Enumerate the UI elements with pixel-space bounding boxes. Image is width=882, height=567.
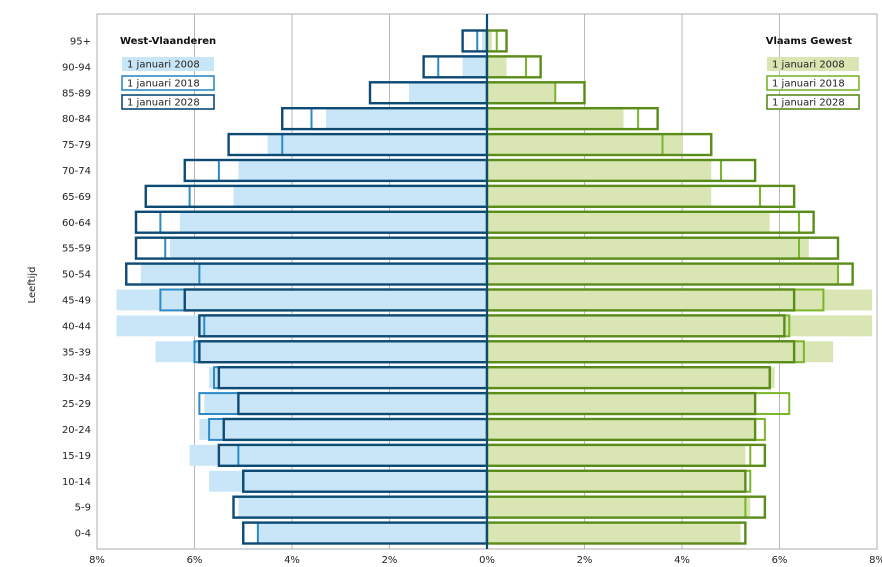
bar-fill: [179, 211, 487, 233]
legend-entry: 1 januari 2018: [127, 79, 200, 90]
bar-fill: [487, 419, 756, 440]
bar-fill: [487, 522, 741, 544]
y-axis-title: Leeftijd: [27, 267, 38, 304]
bar-fill: [209, 470, 487, 492]
bar-fill: [487, 56, 507, 78]
bar-fill: [238, 496, 487, 518]
axes: 8% 6% 4% 2% 0% 2% 4% 6% 8% 0-4 5-9 10-14 15-19 20-24 2…: [62, 14, 882, 566]
bar-fill: [487, 211, 770, 233]
bar-fill: [462, 56, 487, 78]
bar-fill: [238, 160, 487, 181]
bar-fill: [189, 444, 487, 466]
bar-fill: [487, 160, 712, 181]
y-tick-label: 55-59: [62, 244, 91, 255]
y-tick-label: 40-44: [62, 321, 91, 332]
legend-entry: 1 januari 2028: [127, 98, 200, 109]
bar-fill: [204, 393, 487, 414]
bar-fill: [487, 108, 624, 130]
bar-fill: [233, 185, 487, 207]
y-tick-label: 45-49: [62, 295, 91, 306]
bar-fill: [487, 289, 873, 311]
bar-fill: [487, 393, 756, 414]
bar-fill: [487, 134, 682, 155]
x-tick-label: 6%: [187, 555, 203, 566]
bar-fill: [199, 419, 487, 440]
bar-fill: [487, 367, 775, 389]
y-tick-label: 20-24: [62, 425, 91, 436]
bar-fill: [155, 341, 487, 363]
y-tick-label: 70-74: [62, 166, 91, 177]
legend-entry: 1 januari 2028: [772, 98, 845, 109]
legend-swatch: [122, 57, 214, 71]
y-tick-label: 25-29: [62, 399, 91, 410]
x-tick-label: 2%: [577, 555, 593, 566]
y-tick-label: 30-34: [62, 373, 91, 384]
legend-entry: 1 januari 2018: [772, 79, 845, 90]
bar-fill: [487, 496, 751, 518]
x-tick-label: 8%: [89, 555, 105, 566]
bar-fill: [487, 82, 556, 104]
legend-entry: 1 januari 2008: [772, 60, 845, 71]
legend-swatch: [766, 75, 860, 91]
x-tick-label: 4%: [674, 555, 690, 566]
y-tick-label: 80-84: [62, 114, 91, 125]
y-tick-label: 10-14: [62, 477, 91, 488]
bar-fill: [487, 237, 809, 259]
bar-fill: [487, 263, 838, 285]
bar-fill: [487, 315, 873, 337]
legend-title: West-Vlaanderen: [120, 36, 216, 47]
legend-entry: 1 januari 2008: [127, 60, 200, 71]
y-tick-label: 85-89: [62, 88, 91, 99]
bar-fill: [487, 341, 834, 363]
legend-title: Vlaams Gewest: [766, 36, 852, 47]
bar-fill: [409, 82, 487, 104]
x-tick-label: 8%: [869, 555, 882, 566]
x-tick-label: 0%: [479, 555, 495, 566]
y-tick-label: 35-39: [62, 347, 91, 358]
x-tick-label: 4%: [284, 555, 300, 566]
y-tick-label: 5-9: [75, 503, 91, 514]
legend-swatch: [766, 94, 860, 110]
bar-fill: [482, 30, 487, 52]
bar-fill: [116, 315, 487, 337]
x-tick-label: 2%: [382, 555, 398, 566]
y-tick-label: 60-64: [62, 218, 91, 229]
y-tick-label: 90-94: [62, 62, 91, 73]
y-tick-label: 50-54: [62, 270, 91, 281]
y-tick-label: 15-19: [62, 451, 91, 462]
bars: [116, 29, 873, 545]
bar-fill: [140, 263, 487, 285]
bar-fill: [257, 522, 487, 544]
bar-fill: [487, 470, 746, 492]
bar-fill: [487, 444, 746, 466]
legend-swatch: [767, 57, 859, 71]
y-tick-label: 75-79: [62, 140, 91, 151]
bar-fill: [487, 30, 492, 52]
y-tick-label: 0-4: [75, 529, 91, 540]
bar-fill: [116, 289, 487, 311]
x-tick-label: 6%: [772, 555, 788, 566]
legends: West-Vlaanderen 1 januari 2008 1 januari 2…: [120, 36, 860, 110]
legend-swatch: [121, 94, 215, 110]
bar-fill: [267, 134, 487, 155]
y-tick-label: 95+: [70, 36, 91, 47]
bar-fill: [170, 237, 487, 259]
bar-fill: [209, 367, 487, 389]
y-tick-label: 65-69: [62, 192, 91, 203]
bar-fill: [326, 108, 487, 130]
bar-fill: [487, 185, 712, 207]
legend-swatch: [121, 75, 215, 91]
